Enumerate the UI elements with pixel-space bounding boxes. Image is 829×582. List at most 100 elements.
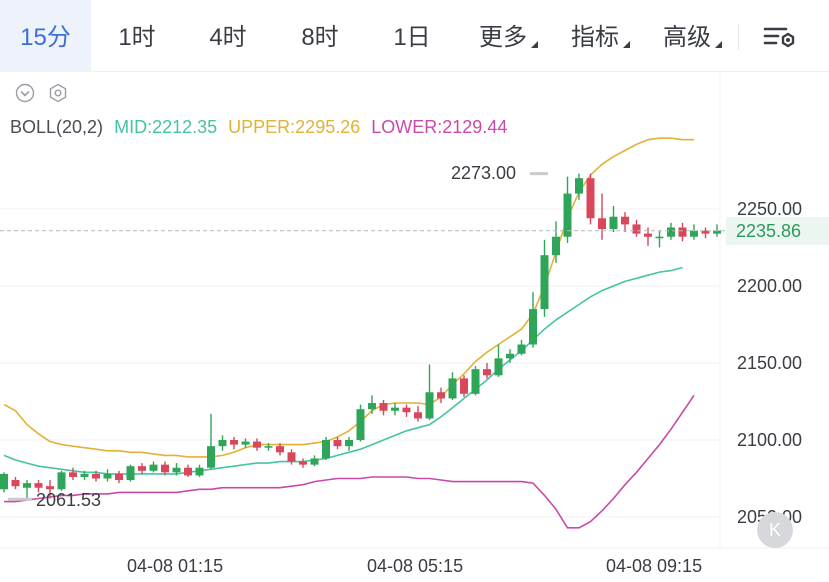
tab-more[interactable]: 更多 [470, 0, 538, 72]
candle [402, 404, 411, 417]
candle-body [575, 178, 583, 194]
candle-body [287, 452, 296, 462]
candle [598, 193, 606, 240]
candle-body [57, 472, 66, 490]
candle-body [69, 472, 77, 477]
tab-label: 指标 [571, 24, 619, 51]
candle-body [448, 378, 457, 399]
candle-body [506, 353, 514, 359]
candle-body [598, 218, 606, 230]
caret-icon [715, 41, 722, 48]
candle-body [241, 441, 250, 445]
candle [287, 449, 296, 465]
candle-body [471, 369, 480, 394]
candle-body [690, 230, 698, 237]
candle-body [207, 446, 215, 468]
tab-label: 1日 [393, 24, 431, 51]
current-price-tag: 2235.86 [726, 217, 829, 245]
candle [678, 222, 687, 242]
candle [80, 470, 89, 481]
candle [310, 455, 319, 467]
x-tick-label: 04-08 05:15 [367, 556, 464, 576]
candle [563, 176, 572, 243]
candle-body [529, 309, 537, 345]
candle-body [713, 230, 721, 234]
candle [138, 463, 146, 474]
candle [103, 469, 112, 482]
tab-label: 8时 [301, 24, 339, 51]
candle [494, 344, 503, 377]
candle [540, 239, 549, 317]
candle [0, 472, 8, 493]
tab-indicators[interactable]: 指标 [562, 0, 630, 72]
tab-8h[interactable]: 8时 [285, 0, 355, 72]
hexagon-settings-icon[interactable] [48, 83, 68, 103]
candle-body [126, 466, 135, 481]
chevron-down-icon[interactable] [15, 83, 35, 103]
candle-body [333, 440, 342, 447]
candle-body [264, 446, 273, 448]
candle [379, 399, 388, 416]
boll-lower-value: LOWER:2129.44 [371, 117, 508, 137]
candle [517, 339, 526, 356]
chart-settings-icon[interactable] [762, 22, 798, 52]
candle-body [563, 193, 572, 237]
tab-label: 高级 [663, 24, 711, 51]
candle [149, 461, 158, 473]
candle-body [494, 358, 503, 376]
candle [11, 476, 20, 490]
candle-body [253, 441, 261, 448]
candle-body [149, 464, 158, 471]
candle-body [195, 467, 204, 476]
candle [644, 227, 652, 246]
candle-body [655, 236, 664, 239]
candle [609, 205, 618, 233]
candles [0, 173, 721, 499]
candle [391, 403, 399, 416]
candle-body [115, 473, 123, 481]
candle-body [138, 466, 146, 471]
candle-body [460, 378, 468, 394]
caret-icon [623, 41, 630, 48]
candle [161, 461, 169, 476]
candle [655, 230, 664, 248]
candle-body [310, 458, 319, 465]
candle-body [379, 403, 388, 411]
candle [195, 464, 204, 477]
candle [448, 372, 457, 400]
tab-advanced[interactable]: 高级 [654, 0, 722, 72]
low-price-label: 2061.53 [36, 490, 102, 510]
boll-bands [3, 137, 695, 529]
candle [713, 224, 721, 237]
candle [69, 467, 77, 481]
candle-body [621, 216, 629, 225]
boll-upper-value: UPPER:2295.26 [228, 117, 361, 137]
boll-legend: BOLL(20,2) MID:2212.35 UPPER:2295.26 LOW… [10, 117, 513, 138]
candle [333, 436, 342, 450]
candle [115, 470, 123, 484]
tab-1d[interactable]: 1日 [377, 0, 447, 72]
candle-body [103, 473, 112, 479]
candle [575, 173, 583, 200]
candle [471, 366, 480, 396]
candle [529, 292, 537, 348]
tab-divider [738, 24, 739, 50]
timeframe-tab-bar: 15分 1时 4时 8时 1日 更多 指标 高级 [0, 0, 829, 72]
candle [368, 395, 376, 414]
candle-body [667, 227, 675, 237]
y-tick-label: 2200.00 [737, 276, 803, 296]
candle-body [356, 409, 365, 440]
candle [632, 219, 641, 237]
candle [437, 387, 445, 404]
boll-upper-line [3, 137, 694, 458]
candle [621, 212, 629, 233]
candle [322, 436, 330, 461]
tab-1h[interactable]: 1时 [102, 0, 172, 72]
candle [460, 375, 468, 397]
candle-body [80, 473, 89, 477]
tab-4h[interactable]: 4时 [193, 0, 263, 72]
candle-body [23, 483, 31, 488]
tab-15m[interactable]: 15分 [0, 0, 91, 72]
candle [207, 413, 215, 470]
